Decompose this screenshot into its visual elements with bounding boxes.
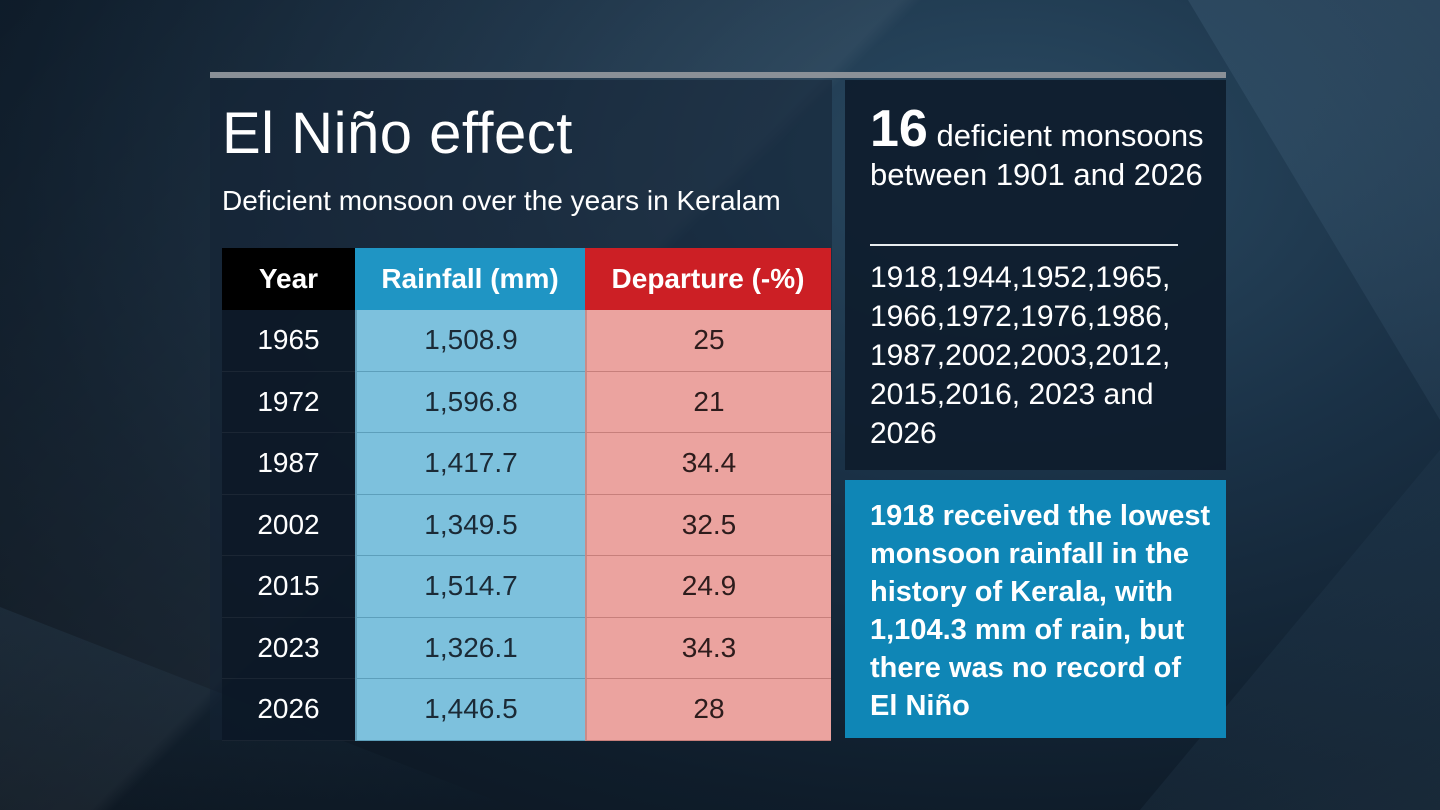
note-panel: 1918 received the lowest monsoon rainfal… <box>845 480 1226 738</box>
cell-departure: 28 <box>585 679 831 741</box>
cell-year: 2023 <box>222 617 355 679</box>
cell-departure: 21 <box>585 371 831 433</box>
cell-year: 2015 <box>222 556 355 618</box>
cell-rainfall: 1,514.7 <box>355 556 585 618</box>
cell-rainfall: 1,596.8 <box>355 371 585 433</box>
cell-year: 2002 <box>222 494 355 556</box>
deficient-count: 16 <box>870 100 928 158</box>
cell-rainfall: 1,446.5 <box>355 679 585 741</box>
cell-rainfall: 1,508.9 <box>355 310 585 372</box>
cell-departure: 34.4 <box>585 433 831 495</box>
table-row: 1965 1,508.9 25 <box>222 310 831 372</box>
cell-rainfall: 1,349.5 <box>355 494 585 556</box>
table-row: 2015 1,514.7 24.9 <box>222 556 831 618</box>
deficient-heading-text: deficient monsoons between 1901 and 2026 <box>870 118 1204 192</box>
top-divider <box>210 72 1226 78</box>
table-header-row: Year Rainfall (mm) Departure (-%) <box>222 248 831 310</box>
table-row: 2002 1,349.5 32.5 <box>222 494 831 556</box>
cell-year: 2026 <box>222 679 355 741</box>
column-header-year: Year <box>222 248 355 310</box>
cell-departure: 25 <box>585 310 831 372</box>
cell-year: 1972 <box>222 371 355 433</box>
column-header-rainfall: Rainfall (mm) <box>355 248 585 310</box>
page-subtitle: Deficient monsoon over the years in Kera… <box>222 185 781 216</box>
cell-year: 1965 <box>222 310 355 372</box>
cell-year: 1987 <box>222 433 355 495</box>
table-row: 1987 1,417.7 34.4 <box>222 433 831 495</box>
column-header-departure: Departure (-%) <box>585 248 831 310</box>
deficient-years-list: 1918,1944,1952,1965, 1966,1972,1976,1986… <box>870 261 1171 450</box>
deficient-monsoons-panel: 16 deficient monsoons between 1901 and 2… <box>845 80 1226 470</box>
cell-departure: 32.5 <box>585 494 831 556</box>
rainfall-table: Year Rainfall (mm) Departure (-%) 1965 1… <box>222 248 831 741</box>
cell-departure: 34.3 <box>585 617 831 679</box>
table-row: 2023 1,326.1 34.3 <box>222 617 831 679</box>
note-text: 1918 received the lowest monsoon rainfal… <box>870 500 1211 722</box>
cell-departure: 24.9 <box>585 556 831 618</box>
table-row: 1972 1,596.8 21 <box>222 371 831 433</box>
page-title: El Niño effect <box>222 101 573 166</box>
panel-divider <box>870 244 1178 246</box>
cell-rainfall: 1,417.7 <box>355 433 585 495</box>
deficient-count-heading: 16 deficient monsoons between 1901 and 2… <box>870 103 1210 194</box>
table-row: 2026 1,446.5 28 <box>222 679 831 741</box>
cell-rainfall: 1,326.1 <box>355 617 585 679</box>
